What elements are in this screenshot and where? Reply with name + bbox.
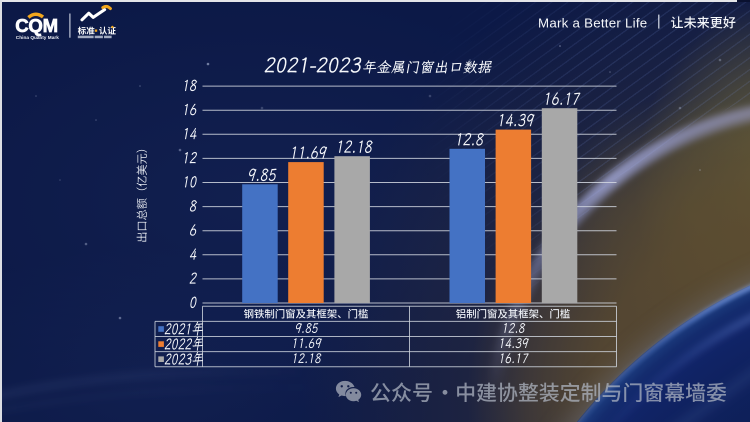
svg-text:China Quality Mark: China Quality Mark [16,35,59,40]
svg-text:CQM: CQM [15,15,58,36]
svg-text:Mark a Better Life: Mark a Better Life [538,16,647,31]
